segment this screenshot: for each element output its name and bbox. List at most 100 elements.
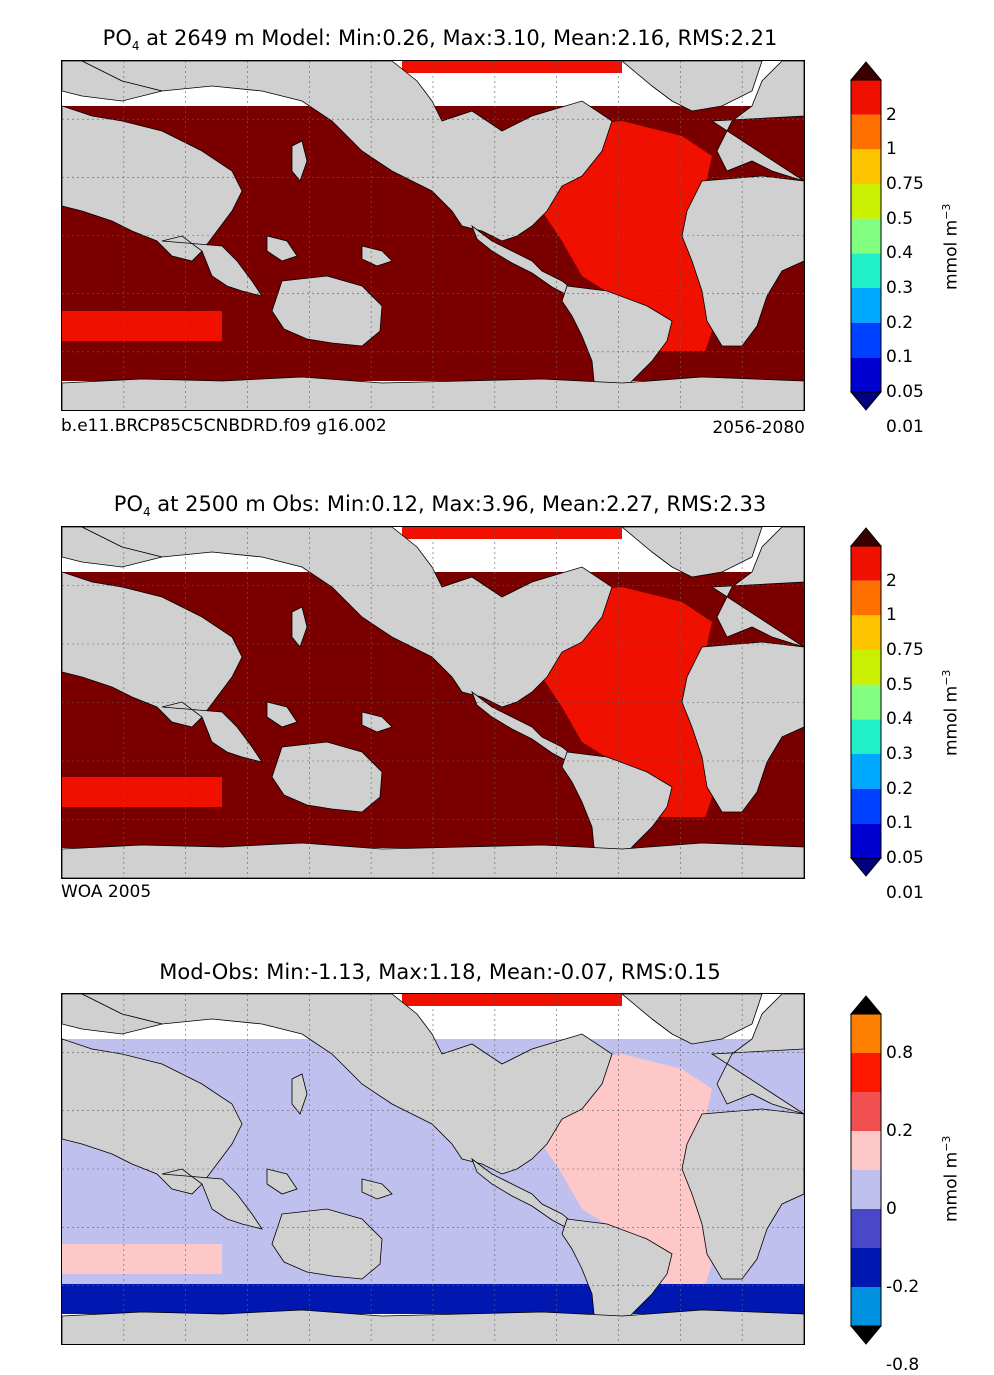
arctic-band: [402, 994, 622, 1006]
panel1-title: PO4 at 2649 m Model: Min:0.26, Max:3.10,…: [0, 26, 880, 53]
indian-south-band: [62, 777, 222, 807]
colorbar-swatch: [851, 114, 881, 150]
colorbar-swatch: [851, 546, 881, 581]
land-mass: [62, 571, 243, 728]
land-mass: [62, 105, 243, 262]
panel2-colorbar-units: mmol m−3: [940, 669, 962, 756]
colorbar-tick-label: 0.3: [886, 278, 914, 298]
colorbar-swatch: [851, 650, 881, 685]
colorbar-swatch: [851, 719, 881, 754]
colorbar-swatch: [851, 253, 881, 288]
colorbar-swatch: [851, 1014, 881, 1053]
land-mass: [161, 1168, 263, 1230]
colorbar-tick-label: 0.3: [886, 744, 914, 764]
colorbar-tick-label: 0.01: [886, 416, 924, 437]
colorbar-swatch: [851, 1092, 881, 1131]
colorbar-swatch: [851, 684, 881, 720]
colorbar-tick-label: 0.01: [886, 882, 924, 903]
colorbar-lower-extend: [849, 857, 883, 877]
colorbar-swatch: [851, 80, 881, 115]
land-mass: [271, 275, 383, 347]
land-mass: [621, 61, 763, 112]
colorbar-tick-label: 1: [886, 139, 897, 160]
land-mass: [361, 245, 393, 267]
land-mass: [266, 235, 298, 262]
panel2-title-sub: 4: [142, 505, 151, 520]
colorbar-swatch: [851, 357, 881, 392]
land-mass: [161, 235, 263, 297]
panel1-case-name: b.e11.BRCP85C5CNBDRD.f09 g16.002: [61, 416, 387, 436]
colorbar-swatch: [851, 615, 881, 650]
land-mass: [62, 1038, 243, 1195]
land-mass: [271, 741, 383, 813]
panel1-title-sub: 4: [131, 39, 140, 54]
colorbar-frame: [850, 1013, 882, 1327]
colorbar-swatch: [851, 788, 881, 824]
colorbar-tick-label: -0.2: [886, 1277, 920, 1297]
colorbar-swatch: [851, 184, 881, 219]
colorbar-lower-extend: [849, 1325, 883, 1345]
panel2-title-rest: at 2500 m Obs: Min:0.12, Max:3.96, Mean:…: [150, 492, 767, 516]
panel1-colorbar-units: mmol m−3: [940, 203, 962, 290]
land-mass: [291, 1073, 308, 1115]
land-mass: [62, 994, 163, 1035]
colorbar-tick-label: 0.2: [886, 1121, 914, 1141]
colorbar-swatch: [851, 149, 881, 184]
colorbar-tick-label: 0.1: [886, 347, 914, 368]
panel1-title-prefix: PO: [102, 26, 132, 50]
colorbar-upper-extend: [849, 995, 883, 1015]
panel1-years: 2056-2080: [712, 418, 805, 438]
colorbar-swatch: [851, 754, 881, 789]
colorbar-lower-extend: [849, 391, 883, 411]
land-mass: [291, 606, 308, 648]
panel2-map: [61, 526, 805, 879]
colorbar-upper-extend: [849, 61, 883, 81]
panel2-title-prefix: PO: [113, 492, 143, 516]
colorbar-upper-extend: [849, 527, 883, 547]
panel3-title-text: Mod-Obs: Min:-1.13, Max:1.18, Mean:-0.07…: [159, 960, 721, 984]
colorbar-tick-label: 0.05: [886, 848, 924, 868]
colorbar-tick-label: 0.5: [886, 674, 914, 695]
colorbar-tick-label: 2: [886, 104, 897, 125]
colorbar-swatch: [851, 580, 881, 616]
panel2-title: PO4 at 2500 m Obs: Min:0.12, Max:3.96, M…: [0, 492, 880, 519]
land-mass: [62, 842, 804, 878]
colorbar-tick-label: 0.8: [886, 1043, 914, 1063]
colorbar-swatch: [851, 1170, 881, 1209]
land-mass: [266, 1168, 298, 1195]
land-mass: [81, 61, 613, 242]
colorbar-swatch: [851, 1287, 881, 1326]
colorbar-tick-label: 0.1: [886, 813, 914, 834]
panel3-colorbar-units: mmol m−3: [940, 1135, 962, 1222]
colorbar-tick-label: 0.4: [886, 243, 914, 264]
colorbar-swatch: [851, 1053, 881, 1092]
panel3-title: Mod-Obs: Min:-1.13, Max:1.18, Mean:-0.07…: [0, 960, 880, 984]
panel1-map: [61, 60, 805, 411]
atlantic-basin: [532, 587, 712, 827]
land-mass: [621, 994, 763, 1045]
colorbar-tick-label: 0.05: [886, 382, 924, 402]
colorbar-tick-label: 1: [886, 605, 897, 626]
land-mass: [621, 527, 763, 578]
land-mass: [710, 61, 804, 182]
colorbar-swatch: [851, 218, 881, 254]
panel1-colorbar: [849, 61, 883, 411]
panel3-map: [61, 993, 805, 1345]
colorbar-swatch: [851, 1131, 881, 1170]
colorbar-tick-label: 0.2: [886, 312, 914, 333]
colorbar-swatch: [851, 322, 881, 358]
atlantic-basin: [532, 1054, 712, 1294]
indian-south-band: [62, 311, 222, 341]
land-mass: [291, 140, 308, 182]
colorbar-swatch: [851, 288, 881, 323]
land-mass: [361, 711, 393, 733]
panel3-colorbar: [849, 995, 883, 1345]
land-mass: [161, 701, 263, 763]
panel1-title-rest: at 2649 m Model: Min:0.26, Max:3.10, Mea…: [139, 26, 778, 50]
land-mass: [271, 1208, 383, 1280]
arctic-band: [402, 527, 622, 539]
colorbar-swatch: [851, 1248, 881, 1287]
colorbar-tick-label: 2: [886, 570, 897, 591]
land-mass: [361, 1178, 393, 1200]
colorbar-tick-label: 0.75: [886, 174, 924, 194]
